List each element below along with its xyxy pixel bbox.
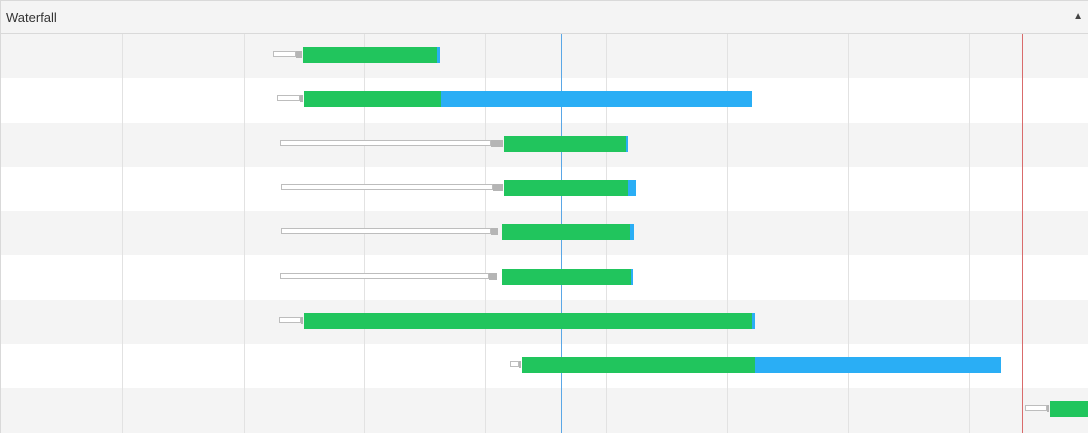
receive-segment <box>631 268 633 285</box>
grid-line <box>122 34 123 433</box>
waiting-segment <box>301 316 303 324</box>
waiting-segment <box>1047 405 1049 413</box>
download-segment <box>304 312 752 329</box>
request-timing-bar[interactable] <box>1 224 1088 241</box>
request-timing-bar[interactable] <box>1 179 1088 196</box>
download-segment <box>304 91 441 108</box>
waiting-segment <box>491 228 498 236</box>
blocked-segment <box>281 228 491 235</box>
receive-segment <box>441 91 752 108</box>
receive-segment <box>628 179 636 196</box>
load-event-marker <box>1022 34 1023 433</box>
download-segment <box>303 47 437 63</box>
grid-line <box>244 34 245 433</box>
grid-line <box>969 34 970 433</box>
blocked-segment <box>277 95 300 102</box>
waiting-segment <box>519 361 521 369</box>
request-timing-bar[interactable] <box>1 135 1088 152</box>
request-timing-bar[interactable] <box>1 91 1088 108</box>
panel-title: Waterfall <box>6 10 57 25</box>
waterfall-row[interactable] <box>1 34 1088 79</box>
blocked-segment <box>279 316 301 323</box>
receive-segment <box>626 135 628 152</box>
blocked-segment <box>280 272 489 279</box>
blocked-segment <box>510 361 519 368</box>
receive-segment <box>752 312 755 329</box>
panel-header: Waterfall ▲ <box>1 0 1088 34</box>
grid-line <box>848 34 849 433</box>
triangle-up-icon[interactable]: ▲ <box>1073 11 1083 22</box>
request-timing-bar[interactable] <box>1 312 1088 329</box>
receive-segment <box>630 224 634 241</box>
blocked-segment <box>280 139 491 146</box>
download-segment <box>504 179 628 196</box>
waterfall-grid <box>1 34 1088 433</box>
download-segment <box>504 135 626 152</box>
waiting-segment <box>300 95 303 103</box>
waiting-segment <box>296 51 302 58</box>
blocked-segment <box>281 183 493 190</box>
receive-segment <box>755 357 1001 374</box>
request-timing-bar[interactable] <box>1 268 1088 285</box>
request-timing-bar[interactable] <box>1 357 1088 374</box>
blocked-segment <box>1025 405 1047 412</box>
download-segment <box>502 268 631 285</box>
blocked-segment <box>273 51 296 57</box>
waiting-segment <box>489 272 497 280</box>
request-timing-bar[interactable] <box>1 47 1088 63</box>
download-segment <box>522 357 755 374</box>
download-segment <box>1050 401 1088 418</box>
grid-line <box>727 34 728 433</box>
download-segment <box>502 224 630 241</box>
waterfall-row[interactable] <box>1 388 1088 433</box>
receive-segment <box>437 47 440 63</box>
request-timing-bar[interactable] <box>1 401 1088 418</box>
waiting-segment <box>493 183 503 191</box>
waiting-segment <box>491 139 503 147</box>
